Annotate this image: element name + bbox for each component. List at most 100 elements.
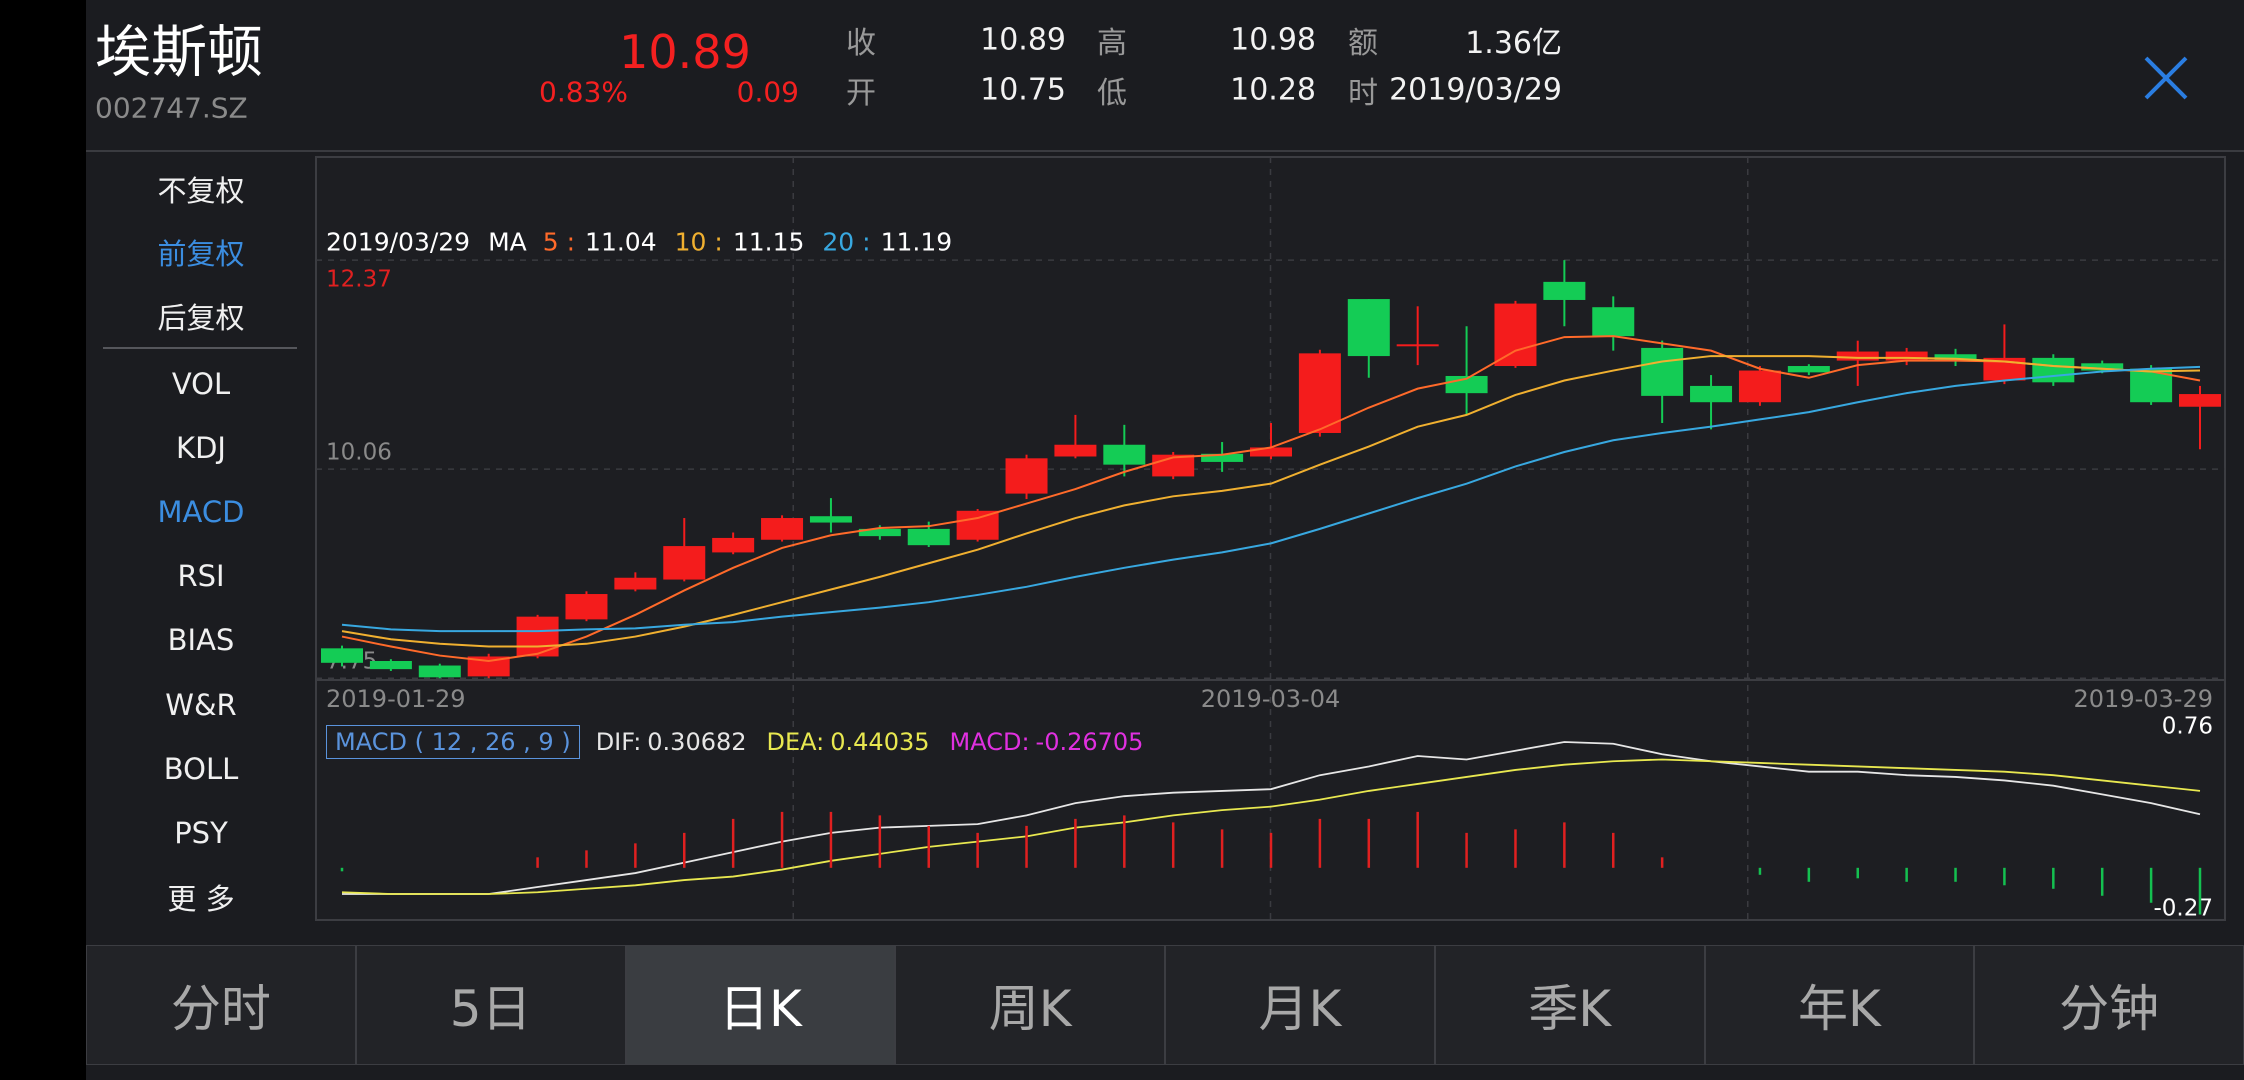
stock-code: 002747.SZ xyxy=(95,91,248,125)
indicator-option[interactable]: VOL xyxy=(171,367,231,401)
sidebar-divider xyxy=(103,347,297,349)
candle-body xyxy=(614,577,657,590)
quote-label: 额 xyxy=(1348,26,1378,61)
adjust-option[interactable]: 不复权 xyxy=(157,174,245,208)
candle-body xyxy=(1543,281,1586,300)
candle-body xyxy=(1250,447,1292,457)
legend-value: -0.26705 xyxy=(1035,728,1144,756)
tab[interactable]: 分时 xyxy=(86,945,356,1065)
y-tick-label: 12.37 xyxy=(326,267,392,293)
candle-body xyxy=(809,516,852,523)
x-tick-label: 2019-01-29 xyxy=(326,685,465,713)
legend-date: 2019/03/29 xyxy=(326,227,471,257)
candle-body xyxy=(1787,366,1830,373)
change-pct: 0.83% xyxy=(539,75,628,109)
indicator-option[interactable]: W&R xyxy=(165,687,237,722)
legend-name: 5 : xyxy=(542,227,576,257)
legend-name: 20 : xyxy=(822,227,871,257)
macd-line xyxy=(341,758,2201,895)
macd-title: MACD ( 12 , 26 , 9 ) xyxy=(326,725,580,759)
candle-body xyxy=(1690,385,1733,403)
close-button[interactable] xyxy=(2140,52,2192,104)
quote-label: 开 xyxy=(846,76,876,111)
candle-body xyxy=(761,518,804,540)
price: 10.89 xyxy=(619,25,751,79)
candle-body xyxy=(2081,363,2124,371)
quote-value: 10.75 xyxy=(980,72,1066,108)
candle-body xyxy=(1347,299,1390,357)
stock-name: 埃斯顿 xyxy=(95,20,263,86)
chart: 12.3710.067.752019-01-292019-03-042019-0… xyxy=(315,156,2226,922)
legend-name: MACD: xyxy=(949,728,1030,756)
indicator-option[interactable]: RSI xyxy=(177,559,225,594)
legend-value: 0.30682 xyxy=(647,728,747,756)
candle-body xyxy=(2179,394,2221,407)
tab[interactable]: 周K xyxy=(895,945,1165,1065)
candle-body xyxy=(1983,357,2026,381)
legend-name: DIF: xyxy=(595,728,642,756)
candle-body xyxy=(369,660,412,670)
quote-label: 低 xyxy=(1097,76,1127,111)
ma-line xyxy=(341,355,2201,648)
x-tick-label: 2019-03-04 xyxy=(1201,685,1340,713)
candle-body xyxy=(1103,444,1146,465)
candle-body xyxy=(1885,351,1928,361)
tab[interactable]: 年K xyxy=(1704,945,1975,1065)
legend-name: DEA: xyxy=(766,728,825,756)
quote-label: 收 xyxy=(846,26,876,61)
y-tick-label: 0.76 xyxy=(2162,714,2213,740)
candle-body xyxy=(956,510,999,540)
legend-ma: MA xyxy=(488,227,527,257)
quote-label: 高 xyxy=(1097,26,1127,61)
candle-body xyxy=(858,528,901,537)
tab[interactable]: 5日 xyxy=(355,945,626,1065)
legend-value: 11.15 xyxy=(732,227,805,257)
tab[interactable]: 分钟 xyxy=(1974,945,2244,1065)
candle-body xyxy=(1494,303,1537,367)
candle-body xyxy=(1836,351,1879,361)
candle-body xyxy=(712,537,755,553)
candle-body xyxy=(321,648,363,663)
indicator-option[interactable]: PSY xyxy=(174,815,228,850)
adjust-option[interactable]: 后复权 xyxy=(157,301,245,335)
x-tick-label: 2019-03-29 xyxy=(2074,685,2213,713)
indicator-option[interactable]: BIAS xyxy=(167,623,235,658)
macd-line xyxy=(342,741,2201,895)
candle-body xyxy=(1201,453,1244,462)
candle-body xyxy=(907,528,950,546)
indicator-option[interactable]: 更 多 xyxy=(167,881,235,916)
candle-body xyxy=(1054,444,1097,457)
indicator-option[interactable]: KDJ xyxy=(176,431,226,466)
change: 0.09 xyxy=(736,75,799,109)
legend-value: 11.19 xyxy=(880,227,953,257)
quote-value: 10.98 xyxy=(1230,22,1316,58)
candle-body xyxy=(1641,347,1684,396)
adjust-option[interactable]: 前复权 xyxy=(157,237,245,271)
candle-body xyxy=(663,546,706,580)
candle-body xyxy=(1934,354,1977,361)
quote-value: 2019/03/29 xyxy=(1389,72,1562,108)
ma-line xyxy=(341,365,2201,633)
candle-body xyxy=(1298,353,1341,433)
candle-body xyxy=(467,656,510,677)
legend-value: 0.44035 xyxy=(830,728,930,756)
indicator-option[interactable]: MACD xyxy=(157,495,245,530)
quote-value: 1.36亿 xyxy=(1465,26,1562,61)
tab[interactable]: 季K xyxy=(1434,945,1705,1065)
tab[interactable]: 日K xyxy=(625,945,896,1065)
candle-body xyxy=(1592,307,1635,337)
candle-body xyxy=(2032,357,2075,383)
left-strip xyxy=(0,0,86,1080)
quote-value: 10.89 xyxy=(980,22,1066,58)
candle-body xyxy=(418,665,461,678)
header-divider xyxy=(86,150,2244,152)
legend-value: 11.04 xyxy=(585,227,657,257)
y-tick-label: -0.27 xyxy=(2153,896,2213,922)
candle-body xyxy=(565,594,608,620)
candle-body xyxy=(516,616,559,657)
indicator-option[interactable]: BOLL xyxy=(163,751,239,786)
legend-name: 10 : xyxy=(674,227,723,257)
tab[interactable]: 月K xyxy=(1165,945,1435,1065)
close-icon xyxy=(2144,56,2188,100)
